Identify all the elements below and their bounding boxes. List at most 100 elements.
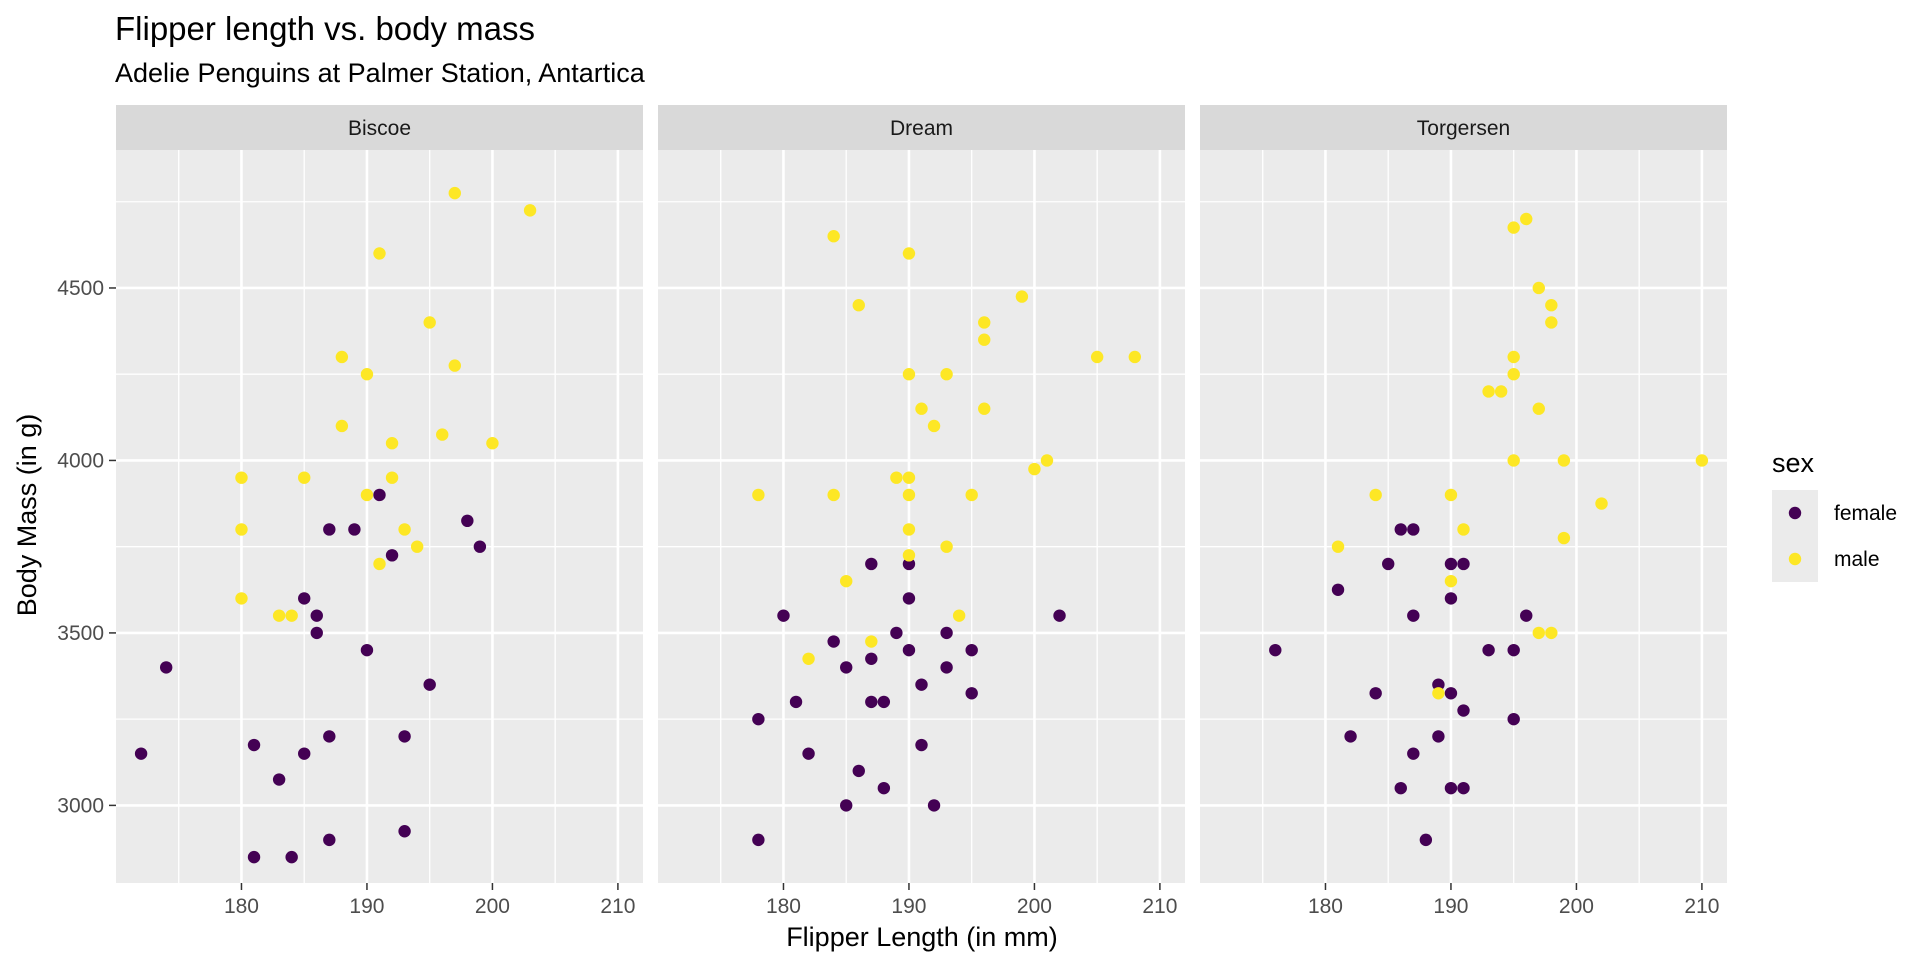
data-point-female (965, 643, 978, 657)
data-point-male (436, 428, 449, 441)
data-point-female (877, 695, 891, 709)
data-point-female (1482, 643, 1495, 657)
data-point-female (385, 549, 399, 562)
facet-strip-label: Dream (890, 117, 953, 140)
data-point-female (1457, 704, 1470, 717)
data-point-male (448, 186, 461, 200)
legend-marker-male (1788, 552, 1802, 566)
x-tick-label: 190 (1433, 895, 1468, 918)
x-tick-label: 180 (224, 895, 259, 918)
data-point-male (1444, 574, 1458, 588)
data-point-female (752, 712, 765, 726)
chart-subtitle: Adelie Penguins at Palmer Station, Antar… (115, 58, 646, 88)
facet-strip-label: Torgersen (1417, 117, 1510, 140)
data-point-male (360, 488, 374, 502)
data-point-male (360, 368, 374, 381)
legend-label-female: female (1834, 502, 1897, 525)
data-point-female (802, 747, 815, 760)
data-point-female (915, 738, 928, 752)
data-point-male (1595, 497, 1608, 510)
data-point-female (1507, 643, 1520, 657)
data-point-female (423, 678, 436, 691)
data-point-male (272, 609, 286, 622)
data-point-male (927, 419, 941, 433)
data-point-female (1382, 557, 1395, 571)
x-tick-label: 200 (1017, 895, 1052, 918)
data-point-male (523, 204, 537, 217)
x-tick-label: 190 (891, 895, 926, 918)
facet-dream: Dream (658, 105, 1185, 883)
data-point-female (1394, 781, 1407, 795)
facet-panels: Biscoe Dream Torgersen (116, 105, 1727, 883)
x-tick-label: 210 (1142, 895, 1177, 918)
data-point-female (1419, 833, 1433, 847)
data-point-male (902, 471, 916, 484)
data-point-male (335, 419, 349, 433)
data-point-male (1532, 626, 1545, 640)
data-point-male (1545, 626, 1558, 640)
data-point-male (915, 402, 928, 415)
data-point-male (1695, 454, 1709, 467)
data-point-female (1432, 678, 1445, 691)
facet-biscoe: Biscoe (116, 105, 643, 883)
series-male (752, 230, 1142, 665)
data-point-male (952, 609, 966, 622)
data-point-female (840, 799, 853, 812)
data-point-female (247, 738, 261, 752)
data-point-female (940, 626, 953, 640)
data-point-male (902, 247, 916, 260)
data-point-female (1407, 609, 1420, 622)
data-point-female (902, 592, 916, 605)
data-point-female (461, 514, 474, 528)
data-point-male (902, 549, 916, 562)
panel-background (116, 150, 643, 883)
data-point-female (927, 799, 941, 812)
data-point-male (235, 592, 248, 605)
data-point-male (978, 333, 991, 346)
data-point-male (410, 540, 424, 553)
facet-strip (658, 105, 1185, 150)
facet-strip-label: Biscoe (348, 117, 411, 140)
data-point-male (902, 368, 916, 381)
data-point-male (398, 523, 411, 536)
data-point-male (978, 316, 991, 329)
data-point-male (1040, 454, 1054, 467)
data-point-female (310, 626, 323, 640)
x-tick-label: 200 (475, 895, 510, 918)
data-point-female (134, 747, 148, 760)
data-point-female (298, 747, 311, 760)
data-point-male (1507, 368, 1520, 381)
data-point-male (1532, 281, 1545, 295)
data-point-female (323, 730, 336, 743)
data-point-male (865, 635, 878, 648)
data-point-male (1432, 687, 1445, 700)
data-point-female (360, 643, 374, 657)
data-point-female (940, 661, 953, 674)
data-point-male (1520, 212, 1533, 226)
data-point-female (1407, 523, 1420, 536)
data-point-male (802, 652, 815, 665)
data-point-male (1369, 488, 1382, 502)
data-point-male (448, 359, 461, 372)
data-point-female (865, 695, 878, 709)
data-point-male (1532, 402, 1545, 415)
data-point-female (1457, 781, 1470, 795)
data-point-male (752, 488, 765, 502)
data-point-male (940, 540, 953, 553)
facet-strip (116, 105, 643, 150)
data-point-female (1394, 523, 1407, 536)
data-point-male (235, 523, 248, 536)
data-point-female (965, 687, 978, 700)
data-point-female (877, 781, 891, 795)
x-tick-label: 180 (1308, 895, 1343, 918)
data-point-male (1507, 454, 1520, 467)
legend-label-male: male (1834, 548, 1880, 571)
data-point-male (852, 299, 865, 312)
x-tick-label: 210 (600, 895, 635, 918)
data-point-female (827, 635, 840, 648)
data-point-female (840, 661, 853, 674)
data-point-male (486, 437, 499, 450)
series-female (752, 557, 1066, 847)
data-point-female (473, 540, 487, 553)
